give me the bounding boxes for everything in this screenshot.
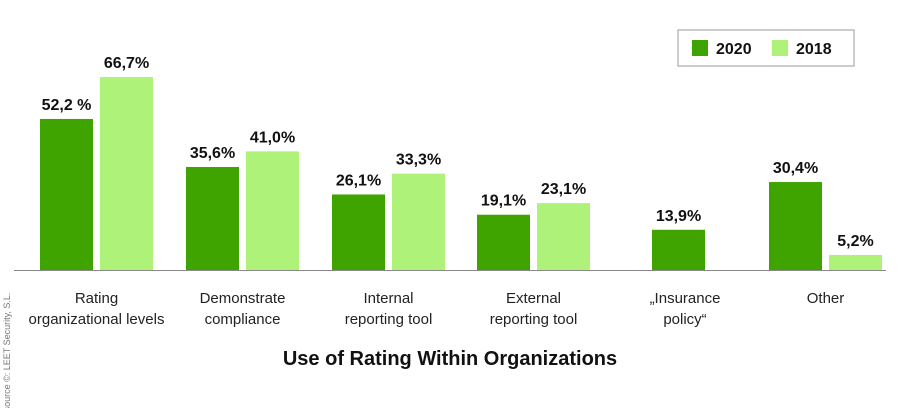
category-label-1-line-1: compliance: [205, 311, 281, 328]
chart-title: Use of Rating Within Organizations: [283, 348, 617, 370]
legend-swatch-2020: [692, 40, 708, 56]
legend-label-2018: 2018: [796, 41, 832, 58]
value-label-2020-0: 52,2 %: [42, 97, 92, 114]
bar-2018-5: [829, 254, 882, 270]
category-label-1-line-0: Demonstrate: [200, 290, 286, 307]
bar-2018-2: [392, 173, 445, 270]
category-label-3-line-1: reporting tool: [490, 311, 578, 328]
bars-layer: [40, 77, 882, 271]
bar-2020-4: [652, 229, 705, 270]
bar-2018-3: [537, 203, 590, 270]
bar-2018-1: [246, 151, 299, 270]
legend-swatch-2018: [772, 40, 788, 56]
category-label-2-line-1: reporting tool: [345, 311, 433, 328]
category-label-2-line-0: Internal: [363, 290, 413, 307]
value-label-2020-2: 26,1%: [336, 172, 381, 189]
value-label-2020-4: 13,9%: [656, 208, 701, 225]
category-labels-layer: Rating organizational levels Demonstrate co…: [29, 290, 845, 328]
legend-label-2020: 2020: [716, 41, 752, 58]
value-label-2018-1: 41,0%: [250, 129, 295, 146]
value-label-2020-3: 19,1%: [481, 193, 526, 210]
value-label-2020-5: 30,4%: [773, 160, 818, 177]
value-label-2018-0: 66,7%: [104, 55, 149, 72]
value-label-2020-1: 35,6%: [190, 145, 235, 162]
bar-2018-0: [100, 77, 153, 270]
bar-2020-5: [769, 182, 822, 270]
value-label-2018-2: 33,3%: [396, 152, 441, 169]
bar-2020-1: [186, 166, 239, 270]
category-label-4-line-0: „Insurance: [650, 290, 721, 307]
bar-2020-0: [40, 118, 93, 271]
category-label-3-line-0: External: [506, 290, 561, 307]
bar-2020-3: [477, 214, 530, 270]
value-label-2018-5: 5,2%: [837, 233, 873, 250]
category-label-0-line-0: Rating: [75, 290, 118, 307]
value-labels-layer: 52,2 % 66,7% 35,6% 41,0% 26,1% 33,3% 19,1% 23,1…: [42, 55, 874, 250]
category-label-5-line-0: Other: [807, 290, 845, 307]
legend-box: [677, 29, 855, 67]
category-label-4-line-1: policy“: [663, 311, 706, 328]
value-label-2018-3: 23,1%: [541, 181, 586, 198]
legend: 2020 2018: [677, 29, 855, 67]
source-credit: source ©: LEET Security, S.L.: [2, 293, 12, 408]
category-label-0-line-1: organizational levels: [29, 311, 165, 328]
bar-2020-2: [332, 194, 385, 270]
